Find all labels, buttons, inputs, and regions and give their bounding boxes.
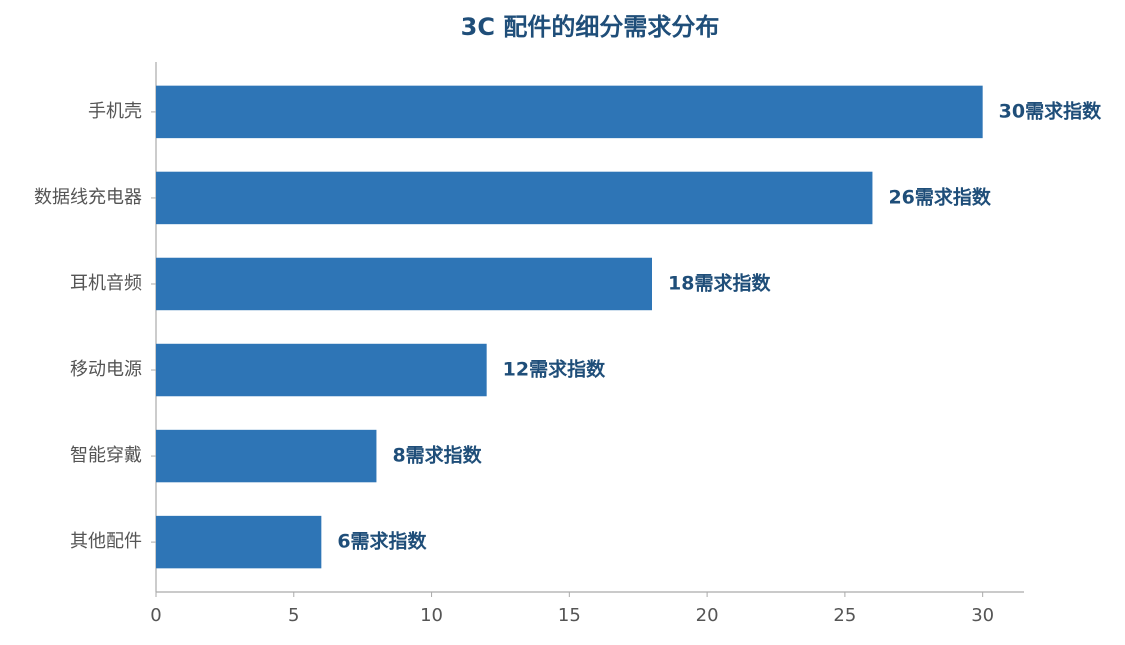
x-tick-label: 10 (420, 605, 443, 626)
y-tick-label: 手机壳 (88, 101, 142, 122)
value-label: 26需求指数 (888, 185, 991, 208)
value-label: 8需求指数 (392, 444, 482, 467)
bar (156, 429, 377, 483)
bar (156, 343, 487, 397)
y-tick-label: 数据线充电器 (34, 187, 142, 208)
bar (156, 257, 652, 311)
y-tick-label: 移动电源 (70, 359, 142, 380)
bar (156, 515, 322, 569)
bar (156, 171, 873, 225)
x-tick-label: 30 (971, 605, 994, 626)
x-tick-label: 25 (833, 605, 856, 626)
chart-title: 3C 配件的细分需求分布 (461, 13, 720, 41)
value-label: 6需求指数 (337, 530, 427, 553)
value-label: 18需求指数 (668, 271, 771, 294)
value-label: 30需求指数 (999, 99, 1102, 122)
x-tick-label: 0 (150, 605, 161, 626)
y-tick-label: 智能穿戴 (70, 445, 142, 466)
x-tick-label: 15 (558, 605, 581, 626)
x-tick-label: 5 (288, 605, 299, 626)
y-tick-label: 其他配件 (70, 531, 142, 552)
x-tick-label: 20 (696, 605, 719, 626)
value-label: 12需求指数 (503, 358, 606, 381)
bar (156, 85, 983, 139)
y-tick-label: 耳机音频 (70, 273, 142, 294)
